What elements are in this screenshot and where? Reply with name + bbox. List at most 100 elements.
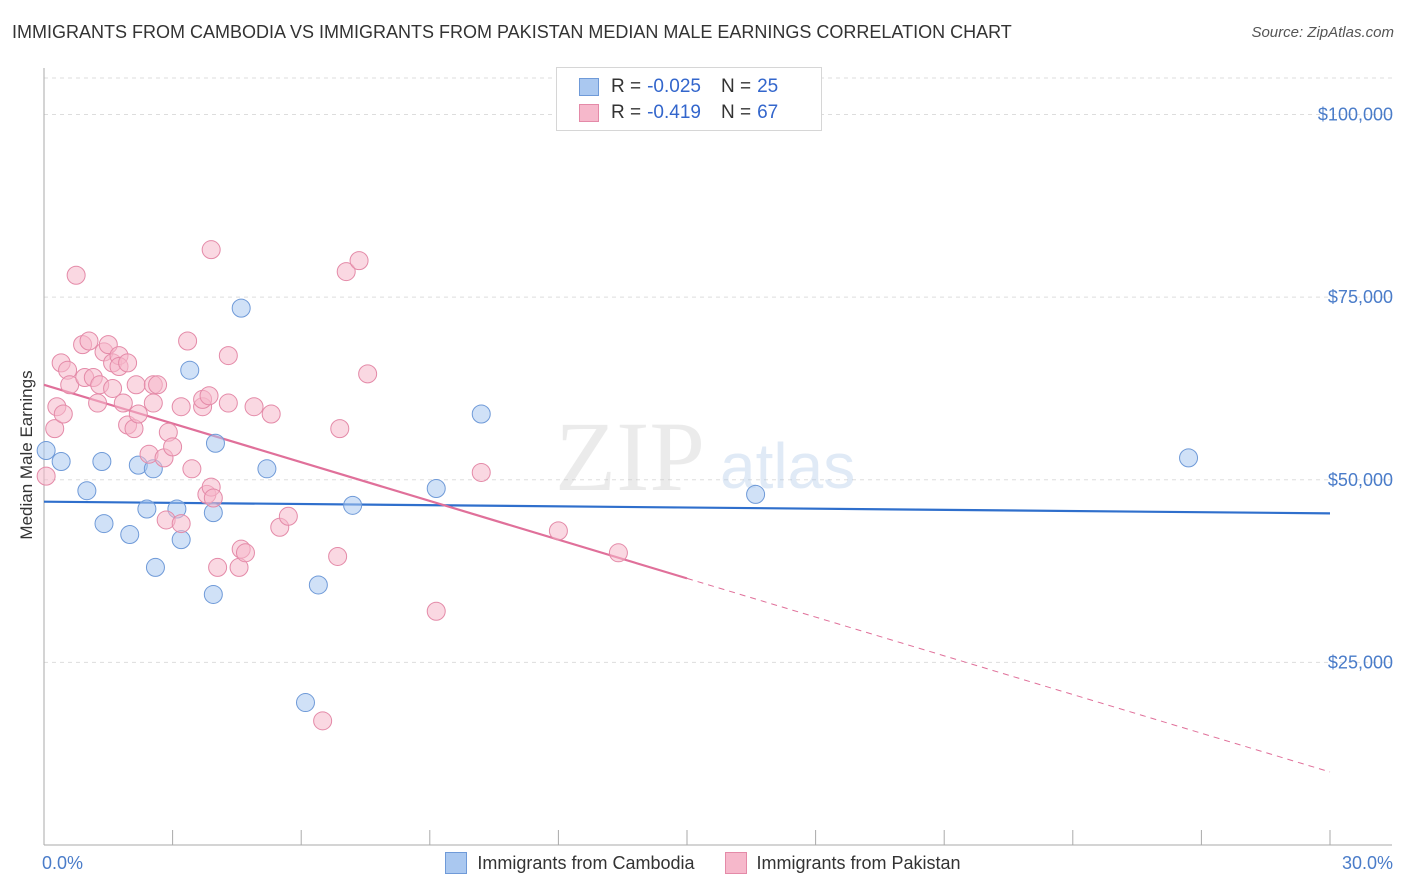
- point-cambodia: [51, 452, 71, 471]
- point-cambodia: [231, 298, 251, 318]
- legend-label-cambodia: Immigrants from Cambodia: [477, 852, 695, 873]
- x-tick-labels: 0.0% 30.0%: [42, 853, 1393, 873]
- point-pakistan: [163, 437, 183, 457]
- point-pakistan: [218, 346, 238, 366]
- point-pakistan: [244, 397, 264, 417]
- point-pakistan: [426, 601, 446, 621]
- point-cambodia: [92, 452, 112, 471]
- point-cambodia: [205, 433, 225, 453]
- point-pakistan: [349, 251, 369, 271]
- x-tick-label: 30.0%: [1342, 853, 1393, 873]
- watermark: ZIP atlas: [555, 401, 855, 512]
- legend-r-value-pakistan: -0.419: [647, 102, 701, 123]
- point-pakistan: [103, 378, 123, 398]
- point-pakistan: [143, 393, 163, 413]
- legend-r-value-cambodia: -0.025: [647, 76, 701, 97]
- watermark-atlas: atlas: [720, 430, 855, 502]
- point-pakistan: [336, 262, 356, 282]
- point-cambodia: [94, 514, 114, 534]
- point-pakistan: [278, 506, 298, 526]
- data-points: [36, 240, 1199, 731]
- point-pakistan: [171, 397, 191, 417]
- point-cambodia: [137, 499, 157, 519]
- legend-r-label: R =: [611, 102, 642, 123]
- point-pakistan: [118, 353, 138, 373]
- point-cambodia: [746, 484, 766, 504]
- watermark-zip: ZIP: [555, 401, 705, 512]
- y-tick-label: $50,000: [1328, 470, 1393, 490]
- point-pakistan: [471, 462, 491, 482]
- point-pakistan: [328, 546, 348, 566]
- point-pakistan: [608, 543, 628, 563]
- point-pakistan: [208, 557, 228, 577]
- point-pakistan: [261, 404, 281, 424]
- point-cambodia: [180, 360, 200, 380]
- trend-line-cambodia: [43, 500, 1331, 515]
- point-cambodia: [145, 557, 165, 577]
- point-cambodia: [308, 575, 328, 595]
- point-cambodia: [257, 459, 277, 479]
- point-cambodia: [295, 693, 315, 713]
- legend-swatch-cambodia: [579, 78, 599, 96]
- legend-item-pakistan[interactable]: Immigrants from Pakistan: [724, 852, 961, 874]
- point-pakistan: [358, 364, 378, 384]
- point-cambodia: [120, 525, 140, 545]
- point-pakistan: [182, 459, 202, 479]
- point-pakistan: [66, 265, 86, 285]
- point-pakistan: [548, 521, 568, 541]
- point-pakistan: [126, 375, 146, 395]
- legend-row-pakistan: R = -0.419 N = 67: [579, 100, 778, 126]
- legend-n-value-pakistan: 67: [757, 102, 779, 123]
- legend-n-label: N =: [720, 102, 752, 123]
- legend-swatch-cambodia: [445, 852, 468, 874]
- y-tick-labels: $25,000 $50,000 $75,000 $100,000: [1318, 105, 1393, 673]
- y-tick-label: $75,000: [1328, 287, 1393, 307]
- point-cambodia: [77, 481, 97, 501]
- series-legend: Immigrants from Cambodia Immigrants from…: [0, 852, 1406, 874]
- legend-label-pakistan: Immigrants from Pakistan: [756, 852, 961, 873]
- point-cambodia: [36, 441, 56, 461]
- point-pakistan: [203, 488, 223, 508]
- point-pakistan: [313, 711, 333, 731]
- point-pakistan: [79, 331, 99, 351]
- legend-n-label: N =: [720, 76, 752, 97]
- point-pakistan: [178, 331, 198, 351]
- point-pakistan: [53, 404, 73, 424]
- point-pakistan: [45, 419, 65, 439]
- point-pakistan: [199, 386, 219, 406]
- legend-item-cambodia[interactable]: Immigrants from Cambodia: [445, 852, 695, 874]
- point-pakistan: [36, 466, 56, 486]
- x-tick-label: 0.0%: [42, 853, 83, 873]
- y-axis-label: Median Male Earnings: [17, 370, 36, 539]
- y-tick-label: $25,000: [1328, 652, 1393, 672]
- point-pakistan: [88, 393, 108, 413]
- legend-swatch-pakistan: [579, 104, 599, 122]
- point-pakistan: [330, 419, 350, 439]
- legend-row-cambodia: R = -0.025 N = 25: [579, 74, 778, 100]
- point-cambodia: [1179, 448, 1199, 468]
- point-cambodia: [343, 495, 363, 515]
- grid-lines: [44, 77, 1392, 663]
- point-pakistan: [171, 514, 191, 534]
- trend-lines: [43, 383, 1331, 773]
- point-pakistan: [148, 375, 168, 395]
- point-pakistan: [201, 240, 221, 260]
- point-cambodia: [171, 530, 191, 550]
- legend-swatch-pakistan: [724, 852, 747, 874]
- point-cambodia: [203, 584, 223, 604]
- source-label: Source: ZipAtlas.com: [1251, 24, 1394, 41]
- trend-line-pakistan: [43, 383, 688, 580]
- y-tick-label: $100,000: [1318, 105, 1393, 125]
- point-cambodia: [471, 404, 491, 424]
- point-pakistan: [218, 393, 238, 413]
- point-pakistan: [128, 404, 148, 424]
- correlation-legend: R = -0.025 N = 25 R = -0.419 N = 67: [556, 67, 822, 131]
- legend-n-value-cambodia: 25: [757, 76, 779, 97]
- trend-extension-pakistan: [686, 577, 1331, 773]
- legend-r-label: R =: [611, 76, 642, 97]
- point-pakistan: [235, 543, 255, 563]
- point-cambodia: [426, 479, 446, 499]
- chart-title: IMMIGRANTS FROM CAMBODIA VS IMMIGRANTS F…: [12, 22, 1012, 42]
- point-pakistan: [113, 393, 133, 413]
